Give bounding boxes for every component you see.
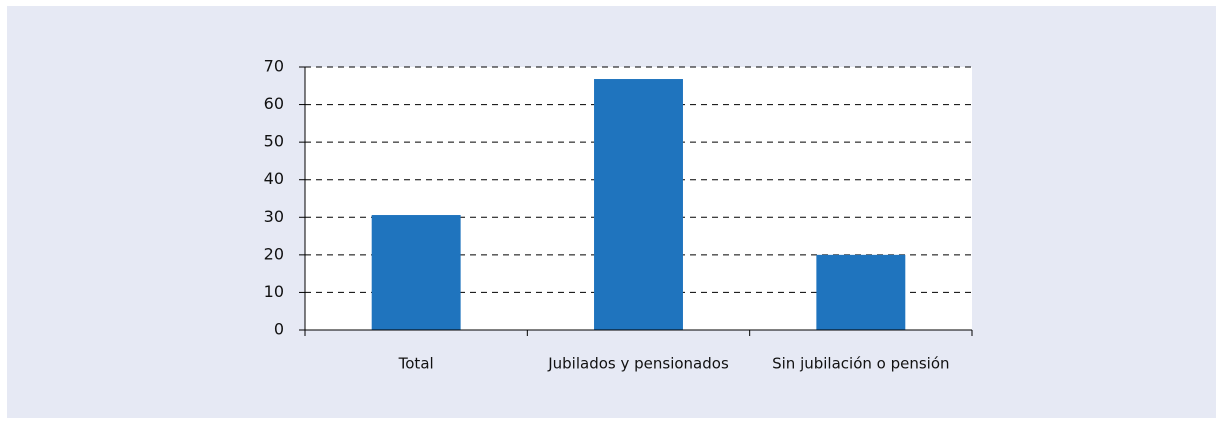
x-tick-label: Total <box>398 355 434 373</box>
y-tick-label: 20 <box>264 244 284 263</box>
y-tick-label: 30 <box>264 207 284 226</box>
y-tick-label: 0 <box>274 320 284 339</box>
y-tick-label: 70 <box>264 57 284 76</box>
y-tick-label: 50 <box>264 132 284 151</box>
bar <box>816 254 906 330</box>
x-tick-label: Sin jubilación o pensión <box>772 355 949 373</box>
x-tick-label: Jubilados y pensionados <box>547 355 729 373</box>
y-tick-label: 10 <box>264 282 284 301</box>
bar <box>371 215 461 330</box>
bar <box>594 79 683 330</box>
y-tick-label: 60 <box>264 94 284 113</box>
y-tick-label: 40 <box>264 169 284 188</box>
